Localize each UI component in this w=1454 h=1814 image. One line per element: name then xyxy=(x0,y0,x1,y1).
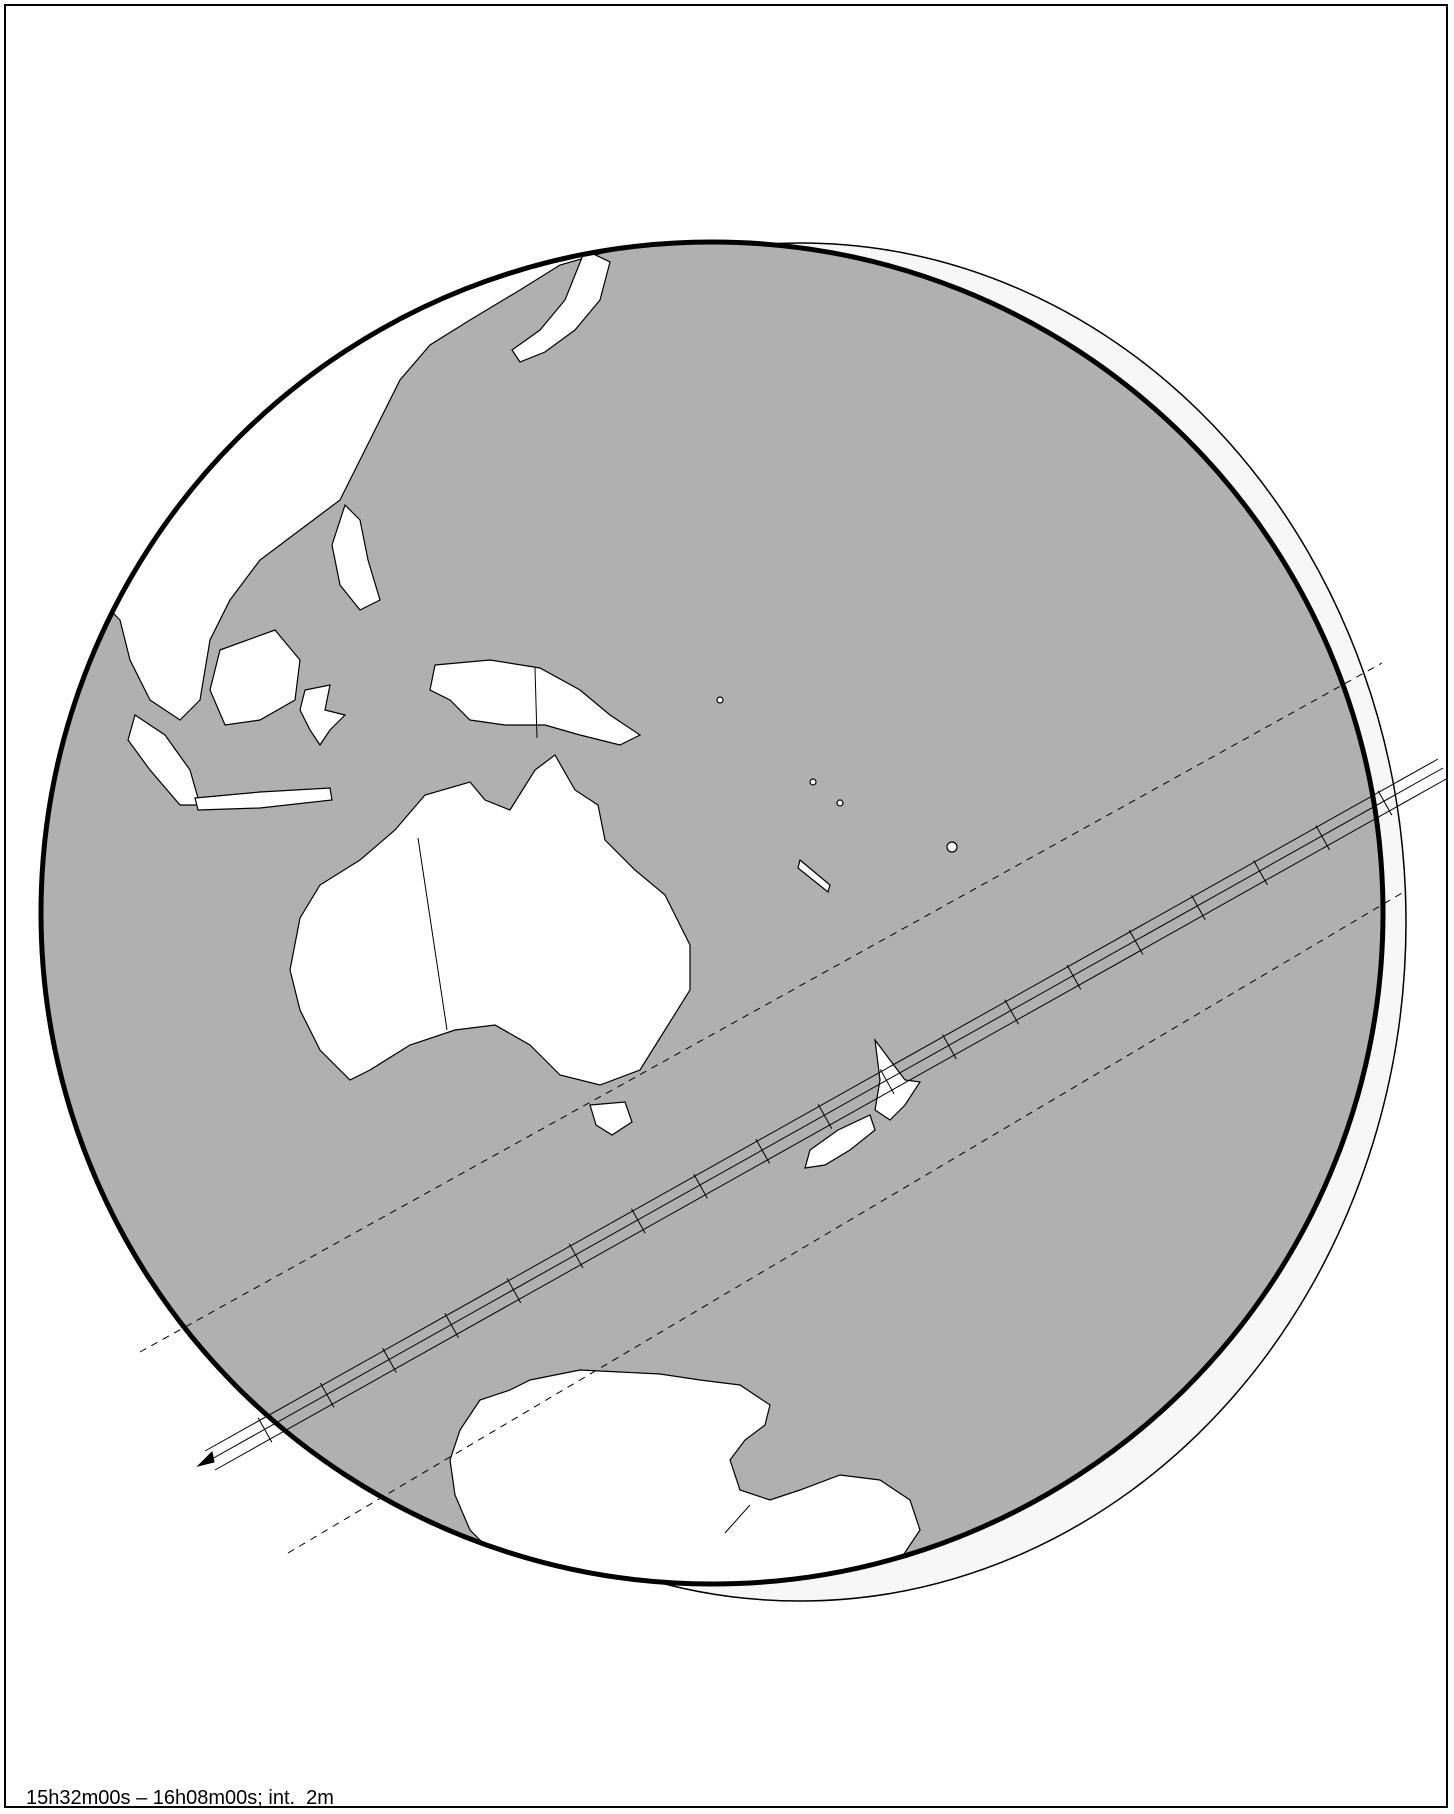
time-tick xyxy=(1315,825,1331,851)
time-tick xyxy=(444,1313,459,1338)
pacific-island xyxy=(716,696,724,704)
eclipse-path xyxy=(139,662,1449,1554)
path-direction-arrow xyxy=(196,1450,215,1467)
time-tick xyxy=(1128,929,1144,955)
time-tick xyxy=(1004,999,1019,1025)
time-tick xyxy=(1377,790,1393,816)
antarctica-meridian xyxy=(724,1504,751,1534)
time-tick xyxy=(1191,895,1206,920)
borders xyxy=(417,667,751,1534)
time-tick xyxy=(506,1278,522,1304)
time-tick xyxy=(568,1243,584,1269)
sulawesi-island xyxy=(299,684,347,747)
time-tick xyxy=(879,1069,895,1095)
java-island xyxy=(194,787,333,811)
central-line-south xyxy=(214,777,1449,1471)
pacific-island xyxy=(809,778,817,786)
wa-border xyxy=(417,837,448,1031)
pacific-island xyxy=(836,799,844,807)
time-tick xyxy=(942,1034,957,1060)
tasmania-island xyxy=(589,1101,633,1136)
landmasses xyxy=(79,242,958,1584)
australia-continent xyxy=(289,754,691,1086)
path-south-limit xyxy=(287,892,1403,1554)
time-tick xyxy=(257,1417,273,1443)
new-zealand-north-island xyxy=(874,1037,922,1121)
central-line-outer xyxy=(204,758,1439,1452)
philippines-islands xyxy=(331,503,381,611)
time-tick xyxy=(817,1104,833,1129)
time-range-caption: 15h32m00s – 16h08m00s; int. 2m xyxy=(26,1787,334,1809)
time-tick xyxy=(755,1138,771,1164)
map-frame xyxy=(4,4,1448,1808)
path-north-limit xyxy=(139,662,1383,1353)
time-tick xyxy=(1253,860,1268,886)
globe-disc xyxy=(41,242,1383,1584)
new-zealand-south-island xyxy=(804,1114,876,1169)
new-guinea-island xyxy=(429,659,642,746)
time-ticks xyxy=(257,790,1393,1443)
png-border xyxy=(534,667,538,739)
time-tick xyxy=(693,1173,708,1199)
sumatra-island xyxy=(127,714,201,806)
central-line-north xyxy=(209,767,1444,1461)
japan-island xyxy=(511,249,611,363)
new-caledonia-island xyxy=(797,858,831,894)
time-tick xyxy=(382,1347,397,1373)
time-tick xyxy=(1066,964,1082,990)
borneo-island xyxy=(209,629,301,726)
time-tick xyxy=(319,1382,335,1408)
globe-outline xyxy=(38,239,1386,1587)
time-tick xyxy=(631,1208,646,1234)
pacific-island xyxy=(946,841,958,853)
